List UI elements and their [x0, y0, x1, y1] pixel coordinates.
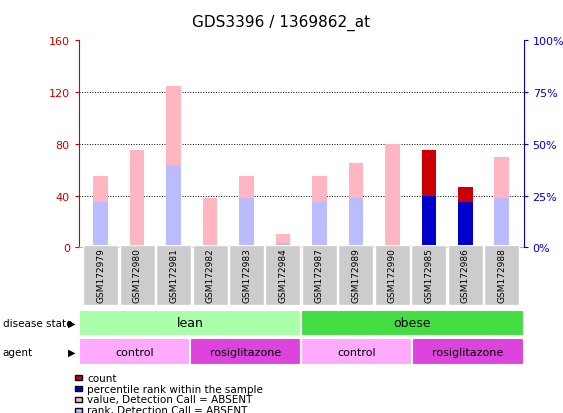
- Bar: [166, 165, 181, 248]
- Text: rosiglitazone: rosiglitazone: [210, 347, 282, 357]
- Text: GSM172980: GSM172980: [133, 247, 142, 302]
- FancyBboxPatch shape: [412, 246, 446, 306]
- Text: GSM172981: GSM172981: [169, 247, 178, 302]
- Bar: [203, 199, 217, 248]
- Text: GSM172987: GSM172987: [315, 247, 324, 302]
- Text: ▶: ▶: [68, 318, 76, 328]
- Text: disease state: disease state: [3, 318, 72, 328]
- Text: rosiglitazone: rosiglitazone: [432, 347, 504, 357]
- FancyBboxPatch shape: [448, 246, 482, 306]
- Text: GSM172982: GSM172982: [205, 247, 215, 302]
- Text: agent: agent: [3, 347, 33, 357]
- Text: lean: lean: [177, 317, 203, 330]
- Bar: [458, 187, 472, 248]
- Text: percentile rank within the sample: percentile rank within the sample: [87, 384, 263, 394]
- Text: GSM172990: GSM172990: [388, 247, 397, 302]
- FancyBboxPatch shape: [484, 246, 519, 306]
- Bar: [312, 202, 327, 248]
- Bar: [494, 157, 509, 248]
- Bar: [422, 196, 436, 248]
- FancyBboxPatch shape: [338, 246, 373, 306]
- Text: value, Detection Call = ABSENT: value, Detection Call = ABSENT: [87, 394, 253, 404]
- Bar: [239, 198, 254, 248]
- Bar: [276, 235, 291, 248]
- Text: GSM172989: GSM172989: [351, 247, 360, 302]
- Bar: [494, 198, 509, 248]
- FancyBboxPatch shape: [83, 246, 118, 306]
- Bar: [93, 202, 108, 248]
- Text: GSM172988: GSM172988: [497, 247, 506, 302]
- Text: GSM172985: GSM172985: [425, 247, 434, 302]
- Text: control: control: [115, 347, 154, 357]
- Text: rank, Detection Call = ABSENT: rank, Detection Call = ABSENT: [87, 405, 248, 413]
- Bar: [276, 244, 291, 248]
- Bar: [166, 86, 181, 248]
- Text: GDS3396 / 1369862_at: GDS3396 / 1369862_at: [193, 14, 370, 31]
- Bar: [239, 177, 254, 248]
- Bar: [93, 177, 108, 248]
- Text: obese: obese: [394, 317, 431, 330]
- Bar: [385, 145, 400, 248]
- FancyBboxPatch shape: [375, 246, 410, 306]
- Bar: [312, 177, 327, 248]
- Text: GSM172979: GSM172979: [96, 247, 105, 302]
- FancyBboxPatch shape: [193, 246, 227, 306]
- Bar: [348, 164, 363, 248]
- Bar: [422, 151, 436, 248]
- FancyBboxPatch shape: [266, 246, 301, 306]
- Text: count: count: [87, 373, 117, 383]
- Text: GSM172984: GSM172984: [279, 247, 288, 302]
- Bar: [458, 202, 472, 248]
- Bar: [130, 151, 145, 248]
- Text: ▶: ▶: [68, 347, 76, 357]
- Bar: [348, 198, 363, 248]
- FancyBboxPatch shape: [156, 246, 191, 306]
- Text: GSM172986: GSM172986: [461, 247, 470, 302]
- FancyBboxPatch shape: [229, 246, 264, 306]
- FancyBboxPatch shape: [302, 246, 337, 306]
- Text: control: control: [337, 347, 376, 357]
- FancyBboxPatch shape: [120, 246, 155, 306]
- Text: GSM172983: GSM172983: [242, 247, 251, 302]
